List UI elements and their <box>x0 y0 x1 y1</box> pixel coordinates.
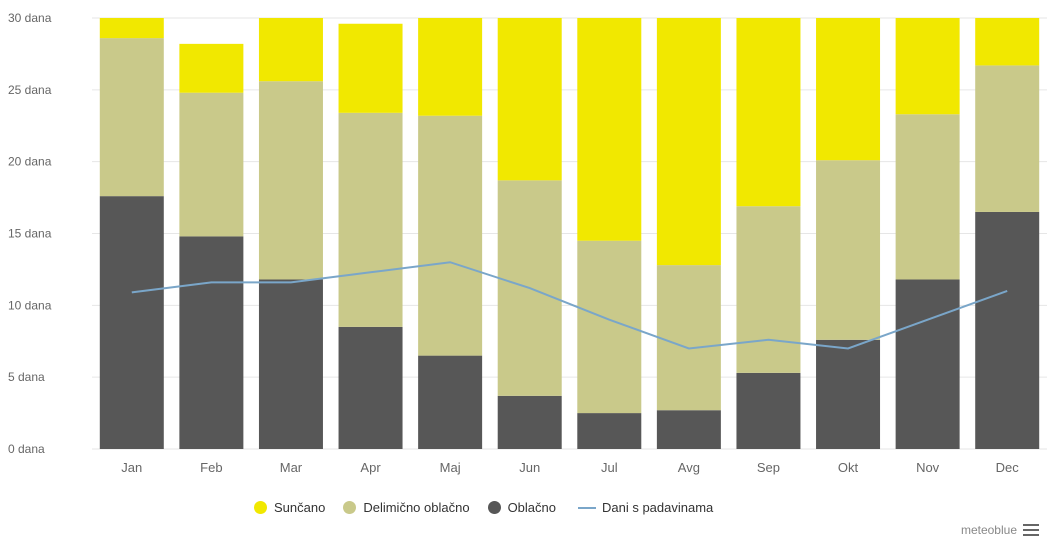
bar-segment <box>497 395 562 449</box>
x-tick-label: Dec <box>996 460 1020 475</box>
legend-label: Oblačno <box>507 500 556 515</box>
y-tick-label: 30 dana <box>8 11 52 25</box>
precipitation-line <box>131 261 1008 350</box>
x-tick-label: Avg <box>678 460 700 475</box>
credit-text: meteoblue <box>960 523 1017 537</box>
bar-segment <box>975 211 1040 449</box>
bar-segment <box>418 18 483 116</box>
legend-dot-icon <box>487 501 501 514</box>
bar-segment <box>497 18 562 181</box>
bar-segment <box>895 18 960 115</box>
bar-segment <box>258 279 323 449</box>
bar-segment <box>418 115 483 356</box>
legend-item-delimicno-oblacno[interactable]: Delimično oblačno <box>343 500 470 515</box>
bar-segment <box>99 196 164 449</box>
bar-segment <box>179 43 244 93</box>
bar-segment <box>895 114 960 280</box>
y-tick-label: 20 dana <box>8 155 52 169</box>
y-tick-label: 15 dana <box>8 227 52 241</box>
y-tick-label: 25 dana <box>8 83 52 97</box>
legend-item-oblacno[interactable]: Oblačno <box>487 500 556 515</box>
bar-segment <box>975 18 1040 66</box>
x-tick-label: Jun <box>519 460 540 475</box>
menu-icon[interactable] <box>1023 524 1039 536</box>
x-tick-label: Sep <box>757 460 780 475</box>
bar-segment <box>179 236 244 449</box>
stacked-bar-chart: 0 dana 5 dana 10 dana 15 dana 20 dana 25 dana… <box>8 11 1047 475</box>
bar-segment <box>577 18 642 241</box>
legend: Sunčano Delimično oblačno Oblačno Dani s… <box>254 500 731 515</box>
x-tick-label: Maj <box>440 460 461 475</box>
bar-segment <box>338 23 403 113</box>
legend-dot-icon <box>343 501 357 514</box>
bar-segment <box>338 112 403 327</box>
x-tick-label: Okt <box>838 460 859 475</box>
bar-segment <box>258 81 323 280</box>
bar-segment <box>99 38 164 197</box>
bar-segment <box>736 206 801 373</box>
y-tick-label: 10 dana <box>8 298 52 312</box>
bar-segment <box>656 18 721 266</box>
bar-segment <box>656 265 721 411</box>
legend-item-dani-s-padavinama[interactable]: Dani s padavinama <box>577 500 714 515</box>
x-tick-label: Feb <box>200 460 222 475</box>
y-tick-label: 0 dana <box>8 442 45 456</box>
bar-segment <box>418 355 483 449</box>
bar-segment <box>99 18 164 39</box>
bar-segment <box>179 92 244 237</box>
x-tick-label: Apr <box>360 460 381 475</box>
bar-segment <box>577 413 642 449</box>
bar-segment <box>656 410 721 449</box>
legend-label: Delimično oblačno <box>363 500 470 515</box>
bar-segment <box>816 18 881 161</box>
x-tick-label: Nov <box>916 460 940 475</box>
legend-item-suncano[interactable]: Sunčano <box>254 500 325 515</box>
y-tick-label: 5 dana <box>8 370 45 384</box>
bar-segment <box>736 18 801 207</box>
x-tick-label: Mar <box>280 460 303 475</box>
legend-line-icon <box>577 506 596 509</box>
bar-segment <box>975 65 1040 212</box>
legend-label: Sunčano <box>274 500 326 515</box>
credit: meteoblue <box>961 523 1039 537</box>
bar-segment <box>258 18 323 82</box>
bar-segment <box>736 372 801 449</box>
bar-segment <box>816 339 881 449</box>
legend-label: Dani s padavinama <box>601 500 714 515</box>
bar-segment <box>816 160 881 340</box>
bar-segment <box>338 326 403 449</box>
legend-dot-icon <box>254 501 267 514</box>
x-tick-label: Jan <box>121 460 142 475</box>
bar-segment <box>895 279 960 449</box>
x-tick-label: Jul <box>601 460 618 475</box>
